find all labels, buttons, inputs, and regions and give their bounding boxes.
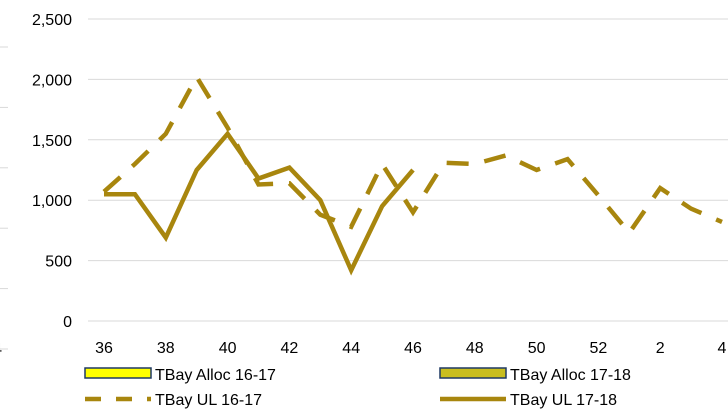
- series-line-ul-17-18: [104, 130, 415, 276]
- y-tick-label: 0: [63, 314, 72, 331]
- x-tick-label-fragment: 4: [0, 341, 2, 358]
- x-tick-label: 38: [157, 340, 175, 357]
- legend-swatch-alloc: [84, 367, 152, 379]
- x-tick-label: 42: [281, 340, 299, 357]
- axes: 05001,0001,5002,0002,5004363840424446485…: [0, 12, 727, 358]
- legend-swatch-alloc: [439, 367, 507, 379]
- y-tick-label: 2,500: [32, 12, 72, 29]
- legend-label: TBay Alloc 16-17: [155, 367, 276, 384]
- y-tick-label: 1,500: [32, 133, 72, 150]
- x-tick-label: 2: [656, 340, 665, 357]
- x-tick-label: 50: [528, 340, 546, 357]
- legend-label: TBay UL 17-18: [510, 392, 617, 409]
- legend-label: TBay UL 16-17: [155, 392, 262, 409]
- y-tick-label: 2,000: [32, 72, 72, 89]
- x-tick-label: 48: [466, 340, 484, 357]
- x-tick-label: 44: [342, 340, 360, 357]
- x-tick-label: 36: [95, 340, 113, 357]
- series-lines: [102, 72, 723, 276]
- x-tick-label: 4: [718, 340, 727, 357]
- series-line-ul-16-17: [102, 72, 723, 237]
- gridlines: [0, 18, 728, 350]
- y-tick-label: 500: [45, 254, 72, 271]
- x-tick-label: 40: [219, 340, 237, 357]
- legend-label: TBay Alloc 17-18: [510, 367, 631, 384]
- x-tick-label: 46: [404, 340, 422, 357]
- y-tick-label: 1,000: [32, 193, 72, 210]
- legend: TBay Alloc 16-17 TBay Alloc 17-18 TBay UL …: [84, 367, 631, 409]
- x-tick-label: 52: [590, 340, 608, 357]
